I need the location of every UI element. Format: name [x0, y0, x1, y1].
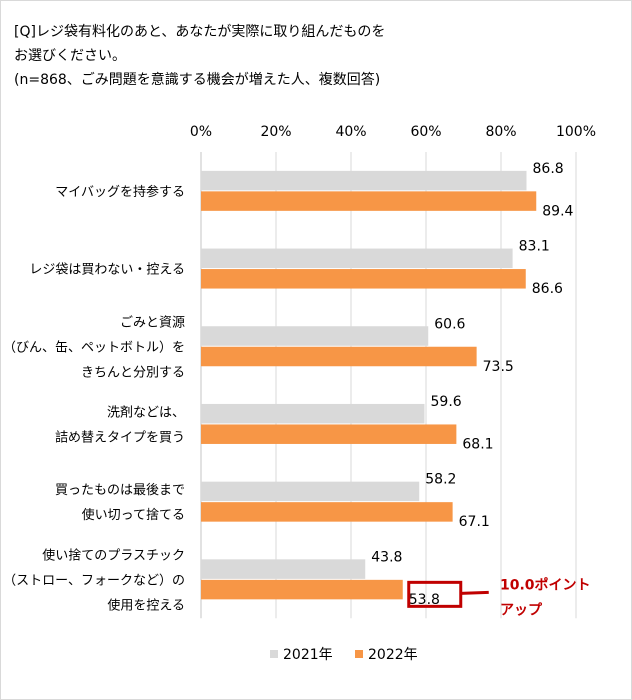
x-tick-label: 20% [260, 124, 291, 140]
category-label: 使い捨てのプラスチック [42, 547, 185, 563]
title-line-1: [Q]レジ袋有料化のあと、あなたが実際に取り組んだものを [14, 24, 386, 40]
category-label: （ストロー、フォークなど）の [3, 573, 185, 588]
chart-title: [Q]レジ袋有料化のあと、あなたが実際に取り組んだものを お選びください。 (n… [14, 20, 385, 92]
data-label: 53.8 [409, 592, 440, 608]
data-label: 58.2 [425, 472, 456, 488]
x-tick-label: 60% [410, 124, 441, 140]
bar-2022年 [201, 346, 477, 367]
category-label: きちんと分別する [81, 365, 185, 380]
title-line-2: お選びください。 [14, 48, 126, 64]
annotation-box [407, 580, 463, 608]
title-line-3: (n=868、ごみ問題を意識する機会が増えた人、複数回答) [14, 72, 381, 88]
annotation-text: アップ [500, 602, 543, 618]
legend-swatch [270, 650, 278, 658]
bar-2021年 [201, 559, 366, 579]
data-label: 83.1 [519, 239, 550, 255]
bar-2021年 [201, 481, 420, 502]
annotation-connector [460, 590, 489, 595]
data-label: 73.5 [483, 359, 514, 375]
bar-2022年 [201, 191, 537, 211]
bar-2021年 [201, 326, 429, 346]
bar-2021年 [201, 403, 425, 424]
category-label: （びん、缶、ペットボトル）を [3, 340, 185, 355]
x-tick-label: 40% [335, 124, 366, 140]
data-label: 43.8 [371, 549, 402, 565]
bar-2022年 [201, 579, 403, 600]
bar-2021年 [201, 248, 513, 269]
data-label: 67.1 [459, 514, 490, 530]
data-label: 60.6 [434, 316, 465, 332]
x-tick-label: 80% [485, 124, 516, 140]
bar-2022年 [201, 502, 453, 522]
category-label: 使い切って捨てる [82, 507, 185, 523]
bar-2022年 [201, 424, 457, 444]
bar-2021年 [201, 170, 527, 191]
category-label: 詰め替えタイプを買う [55, 429, 185, 445]
x-tick-label: 100% [556, 124, 596, 140]
data-label: 68.1 [462, 436, 493, 452]
category-label: マイバッグを持参する [55, 184, 185, 200]
category-label: ごみと資源 [120, 314, 185, 330]
data-label: 86.8 [533, 161, 564, 177]
category-label: レジ袋は買わない・控える [29, 263, 185, 278]
bar-2022年 [201, 269, 526, 289]
annotation-text: 10.0ポイント [500, 576, 591, 593]
data-label: 86.6 [532, 281, 563, 297]
data-label: 59.6 [431, 394, 462, 410]
category-label: 洗剤などは、 [107, 404, 185, 420]
x-tick-label: 0% [190, 124, 212, 140]
legend-swatch [355, 650, 363, 658]
category-label: 買ったものは最後まで [55, 483, 185, 498]
data-label: 89.4 [542, 203, 573, 219]
legend-label: 2021年 [283, 647, 333, 663]
legend-label: 2022年 [368, 647, 418, 663]
category-label: 使用を控える [107, 597, 185, 613]
